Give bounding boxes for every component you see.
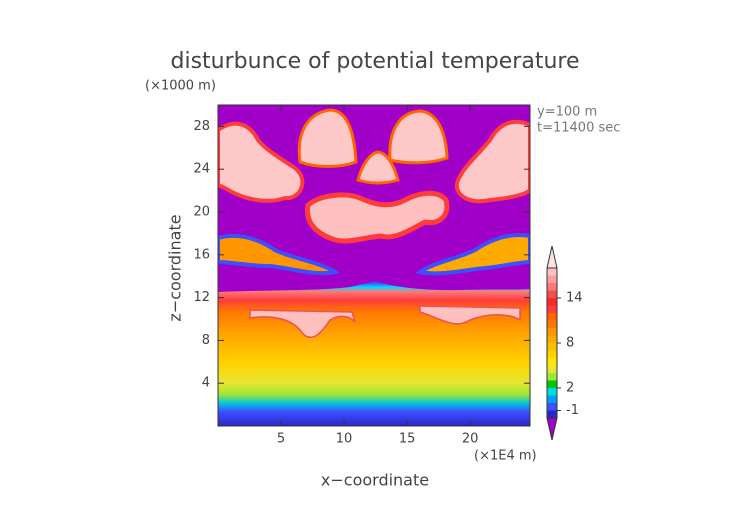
colorbar-tick-label: 14 xyxy=(566,291,583,306)
blob xyxy=(454,119,530,204)
y-tick-label: 12 xyxy=(193,290,210,305)
x-unit: (×1E4 m) xyxy=(474,449,537,464)
colorbar-segment xyxy=(547,290,557,298)
annotation: y=100 m xyxy=(537,105,597,120)
chart-title: disturbunce of potential temperature xyxy=(171,49,580,74)
lower-layer xyxy=(218,281,530,426)
colorbar-segment xyxy=(547,365,557,373)
y-tick-label: 16 xyxy=(193,247,210,262)
colorbar-segment xyxy=(547,350,557,358)
x-tick-label: 15 xyxy=(399,432,416,447)
colorbar-under xyxy=(546,417,558,441)
streak xyxy=(218,233,341,276)
colorbar-segment xyxy=(547,320,557,328)
y-tick-label: 24 xyxy=(193,162,210,177)
colorbar-segment xyxy=(547,268,557,276)
colorbar-segment xyxy=(547,388,557,396)
x-axis-label: x−coordinate xyxy=(321,471,429,490)
colorbar-segment xyxy=(547,403,557,411)
colorbar-segment xyxy=(547,335,557,343)
colorbar-segment xyxy=(547,283,557,291)
colorbar-segment xyxy=(547,343,557,351)
colorbar-segment xyxy=(547,275,557,283)
y-unit: (×1000 m) xyxy=(145,79,216,94)
colorbar-segment xyxy=(547,313,557,321)
colorbar-over xyxy=(546,245,558,269)
streak xyxy=(414,233,530,276)
blob xyxy=(304,190,450,244)
blob xyxy=(388,109,449,165)
plot-frame xyxy=(217,104,531,427)
blob xyxy=(356,150,400,185)
x-tick-label: 20 xyxy=(462,432,479,447)
colorbar-segment xyxy=(547,305,557,313)
colorbar-segment xyxy=(547,380,557,388)
colorbar-segment xyxy=(547,410,557,418)
y-tick-label: 8 xyxy=(202,333,210,348)
colorbar-segment xyxy=(547,373,557,381)
colorbar-segment xyxy=(547,328,557,336)
colorbar-segment xyxy=(547,298,557,306)
colorbar-tick-label: 8 xyxy=(566,336,574,351)
colorbar-segment xyxy=(547,395,557,403)
y-tick-label: 20 xyxy=(193,205,210,220)
warm-cells xyxy=(249,305,521,339)
annotation: t=11400 sec xyxy=(537,121,620,136)
colorbar-segment xyxy=(547,358,557,366)
y-axis-label: z−coordinate xyxy=(166,214,185,321)
y-tick-label: 4 xyxy=(202,376,210,391)
x-tick-label: 5 xyxy=(277,432,285,447)
blob xyxy=(297,108,358,168)
colorbar-tick-label: -1 xyxy=(566,403,579,418)
colorbar-tick-label: 2 xyxy=(566,381,574,396)
y-tick-label: 28 xyxy=(193,119,210,134)
x-tick-label: 10 xyxy=(336,432,353,447)
field xyxy=(218,105,530,426)
blob xyxy=(218,121,305,203)
